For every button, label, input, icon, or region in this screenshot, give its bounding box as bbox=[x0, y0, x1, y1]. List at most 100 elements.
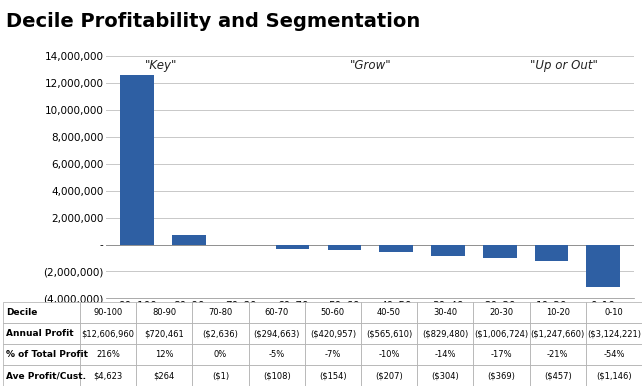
Text: -14%: -14% bbox=[435, 350, 456, 359]
Bar bbox=[529, 344, 586, 365]
Text: $720,461: $720,461 bbox=[144, 329, 184, 338]
Text: ($565,610): ($565,610) bbox=[366, 329, 412, 338]
Text: 30-40: 30-40 bbox=[433, 308, 457, 317]
Text: -10%: -10% bbox=[378, 350, 400, 359]
Bar bbox=[328, 245, 361, 250]
Text: 40-50: 40-50 bbox=[377, 308, 401, 317]
Text: $264: $264 bbox=[153, 371, 175, 380]
Text: ($207): ($207) bbox=[375, 371, 403, 380]
Bar bbox=[249, 344, 305, 365]
Bar bbox=[193, 323, 249, 344]
Bar bbox=[80, 323, 136, 344]
Bar bbox=[193, 365, 249, 386]
Bar bbox=[361, 365, 417, 386]
Bar bbox=[417, 365, 473, 386]
Bar bbox=[417, 344, 473, 365]
Bar bbox=[417, 302, 473, 323]
Bar bbox=[136, 365, 193, 386]
Text: -5%: -5% bbox=[269, 350, 285, 359]
Bar bbox=[136, 344, 193, 365]
Text: -7%: -7% bbox=[325, 350, 341, 359]
Text: ($1,247,660): ($1,247,660) bbox=[531, 329, 585, 338]
Bar bbox=[3, 365, 80, 386]
Text: 12%: 12% bbox=[155, 350, 173, 359]
Bar bbox=[3, 302, 80, 323]
Text: 0-10: 0-10 bbox=[605, 308, 623, 317]
Text: 20-30: 20-30 bbox=[489, 308, 513, 317]
Text: 70-80: 70-80 bbox=[208, 308, 232, 317]
Bar bbox=[305, 302, 361, 323]
Bar bbox=[305, 344, 361, 365]
Bar bbox=[473, 344, 529, 365]
Bar bbox=[529, 323, 586, 344]
Bar bbox=[361, 323, 417, 344]
Text: % of Total Profit: % of Total Profit bbox=[6, 350, 88, 359]
Bar bbox=[586, 323, 642, 344]
Text: "Grow": "Grow" bbox=[350, 59, 391, 72]
Text: ($2,636): ($2,636) bbox=[202, 329, 238, 338]
Text: ($1,146): ($1,146) bbox=[596, 371, 632, 380]
Text: ($1): ($1) bbox=[212, 371, 229, 380]
Bar bbox=[361, 344, 417, 365]
Text: "Key": "Key" bbox=[145, 59, 178, 72]
Bar bbox=[417, 323, 473, 344]
Bar bbox=[586, 302, 642, 323]
Bar bbox=[249, 323, 305, 344]
Bar bbox=[473, 302, 529, 323]
Bar bbox=[431, 245, 465, 256]
Bar bbox=[193, 302, 249, 323]
Bar bbox=[136, 302, 193, 323]
Text: ($294,663): ($294,663) bbox=[254, 329, 300, 338]
Text: ($457): ($457) bbox=[544, 371, 572, 380]
Bar bbox=[483, 245, 516, 258]
Text: 0%: 0% bbox=[214, 350, 227, 359]
Bar bbox=[3, 344, 80, 365]
Text: 50-60: 50-60 bbox=[321, 308, 345, 317]
Bar bbox=[80, 365, 136, 386]
Text: ($1,006,724): ($1,006,724) bbox=[475, 329, 529, 338]
Text: "Up or Out": "Up or Out" bbox=[530, 59, 598, 72]
Text: Annual Profit: Annual Profit bbox=[6, 329, 73, 338]
Bar bbox=[305, 323, 361, 344]
Bar bbox=[136, 323, 193, 344]
Bar bbox=[305, 365, 361, 386]
Bar bbox=[586, 365, 642, 386]
Bar bbox=[529, 365, 586, 386]
Text: ($369): ($369) bbox=[488, 371, 515, 380]
Text: Ave Profit/Cust.: Ave Profit/Cust. bbox=[6, 371, 86, 380]
Bar bbox=[173, 235, 206, 245]
Text: ($829,480): ($829,480) bbox=[422, 329, 468, 338]
Bar bbox=[80, 302, 136, 323]
Text: Decile: Decile bbox=[6, 308, 37, 317]
Bar bbox=[587, 245, 620, 287]
Bar bbox=[379, 245, 413, 252]
Text: -54%: -54% bbox=[603, 350, 625, 359]
Bar bbox=[473, 323, 529, 344]
Text: Decile Profitability and Segmentation: Decile Profitability and Segmentation bbox=[6, 12, 421, 31]
Bar bbox=[529, 302, 586, 323]
Text: 90-100: 90-100 bbox=[93, 308, 122, 317]
Bar bbox=[361, 302, 417, 323]
Text: 10-20: 10-20 bbox=[545, 308, 570, 317]
Bar bbox=[249, 365, 305, 386]
Bar bbox=[120, 75, 154, 245]
Text: 216%: 216% bbox=[96, 350, 120, 359]
Text: 80-90: 80-90 bbox=[152, 308, 176, 317]
Text: $12,606,960: $12,606,960 bbox=[82, 329, 135, 338]
Bar bbox=[249, 302, 305, 323]
Bar bbox=[473, 365, 529, 386]
Text: 60-70: 60-70 bbox=[265, 308, 289, 317]
Bar bbox=[535, 245, 568, 261]
Bar bbox=[3, 323, 80, 344]
Text: -21%: -21% bbox=[547, 350, 569, 359]
Bar bbox=[193, 344, 249, 365]
Text: ($420,957): ($420,957) bbox=[310, 329, 356, 338]
Text: -17%: -17% bbox=[491, 350, 513, 359]
Text: ($3,124,221): ($3,124,221) bbox=[587, 329, 641, 338]
Bar bbox=[586, 344, 642, 365]
Text: ($304): ($304) bbox=[431, 371, 459, 380]
Text: ($108): ($108) bbox=[263, 371, 290, 380]
Text: $4,623: $4,623 bbox=[93, 371, 122, 380]
Bar bbox=[80, 344, 136, 365]
Text: ($154): ($154) bbox=[319, 371, 346, 380]
